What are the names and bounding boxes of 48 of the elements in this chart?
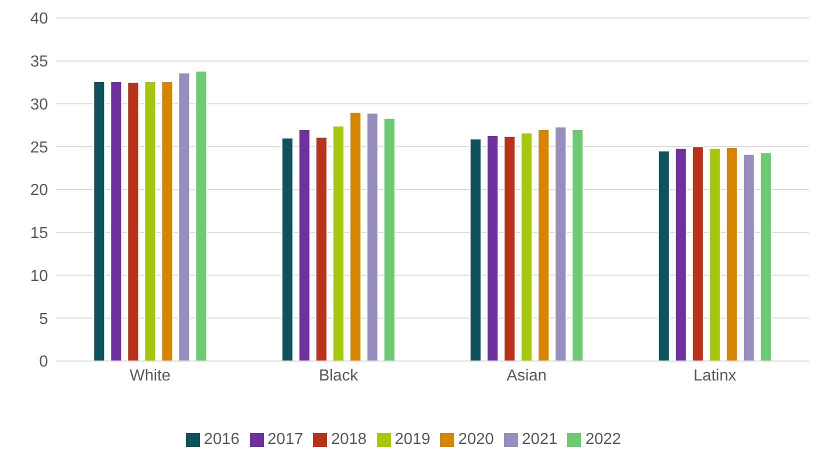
bar <box>127 82 140 361</box>
y-tick-label: 10 <box>30 268 48 285</box>
bar <box>315 136 328 361</box>
x-tick-label: Latinx <box>694 367 736 384</box>
bar <box>486 134 499 361</box>
y-tick-label: 5 <box>39 310 48 328</box>
bar <box>144 80 156 361</box>
bar <box>658 150 670 361</box>
legend-label: 2017 <box>268 431 304 448</box>
bar <box>692 146 704 361</box>
bar <box>504 136 516 361</box>
legend-label: 2018 <box>331 431 367 448</box>
bar <box>760 152 772 361</box>
bar <box>726 146 738 361</box>
legend-label: 2019 <box>394 431 430 448</box>
bar <box>332 126 344 361</box>
y-tick-label: 35 <box>30 54 48 71</box>
bar <box>572 128 584 361</box>
bar <box>349 112 362 361</box>
y-tick-label: 15 <box>30 225 48 242</box>
bar <box>520 132 533 361</box>
legend-label: 2016 <box>204 431 240 448</box>
bar <box>538 128 550 361</box>
legend-label: 2022 <box>585 431 622 448</box>
bar <box>195 70 208 361</box>
bar <box>674 148 687 361</box>
y-tick-label: 25 <box>30 139 48 156</box>
bar <box>554 126 567 361</box>
bar <box>383 118 396 361</box>
bar <box>470 138 482 361</box>
y-tick-label: 0 <box>39 354 48 371</box>
y-tick-label: 20 <box>30 182 48 200</box>
legend-label: 2021 <box>522 431 558 448</box>
bar <box>93 80 106 361</box>
bar <box>366 112 378 361</box>
legend-label: 2020 <box>458 431 494 448</box>
y-tick-label: 30 <box>30 96 48 114</box>
x-tick-label: Asian <box>506 367 547 384</box>
bar <box>178 72 190 361</box>
bar <box>281 138 294 361</box>
y-tick-label: 40 <box>30 10 48 28</box>
bar <box>708 148 721 361</box>
bar <box>742 154 755 361</box>
x-tick-label: Black <box>318 367 359 384</box>
bar <box>161 80 174 361</box>
bar <box>298 128 310 361</box>
bar <box>110 80 122 361</box>
x-tick-label: White <box>130 367 171 384</box>
